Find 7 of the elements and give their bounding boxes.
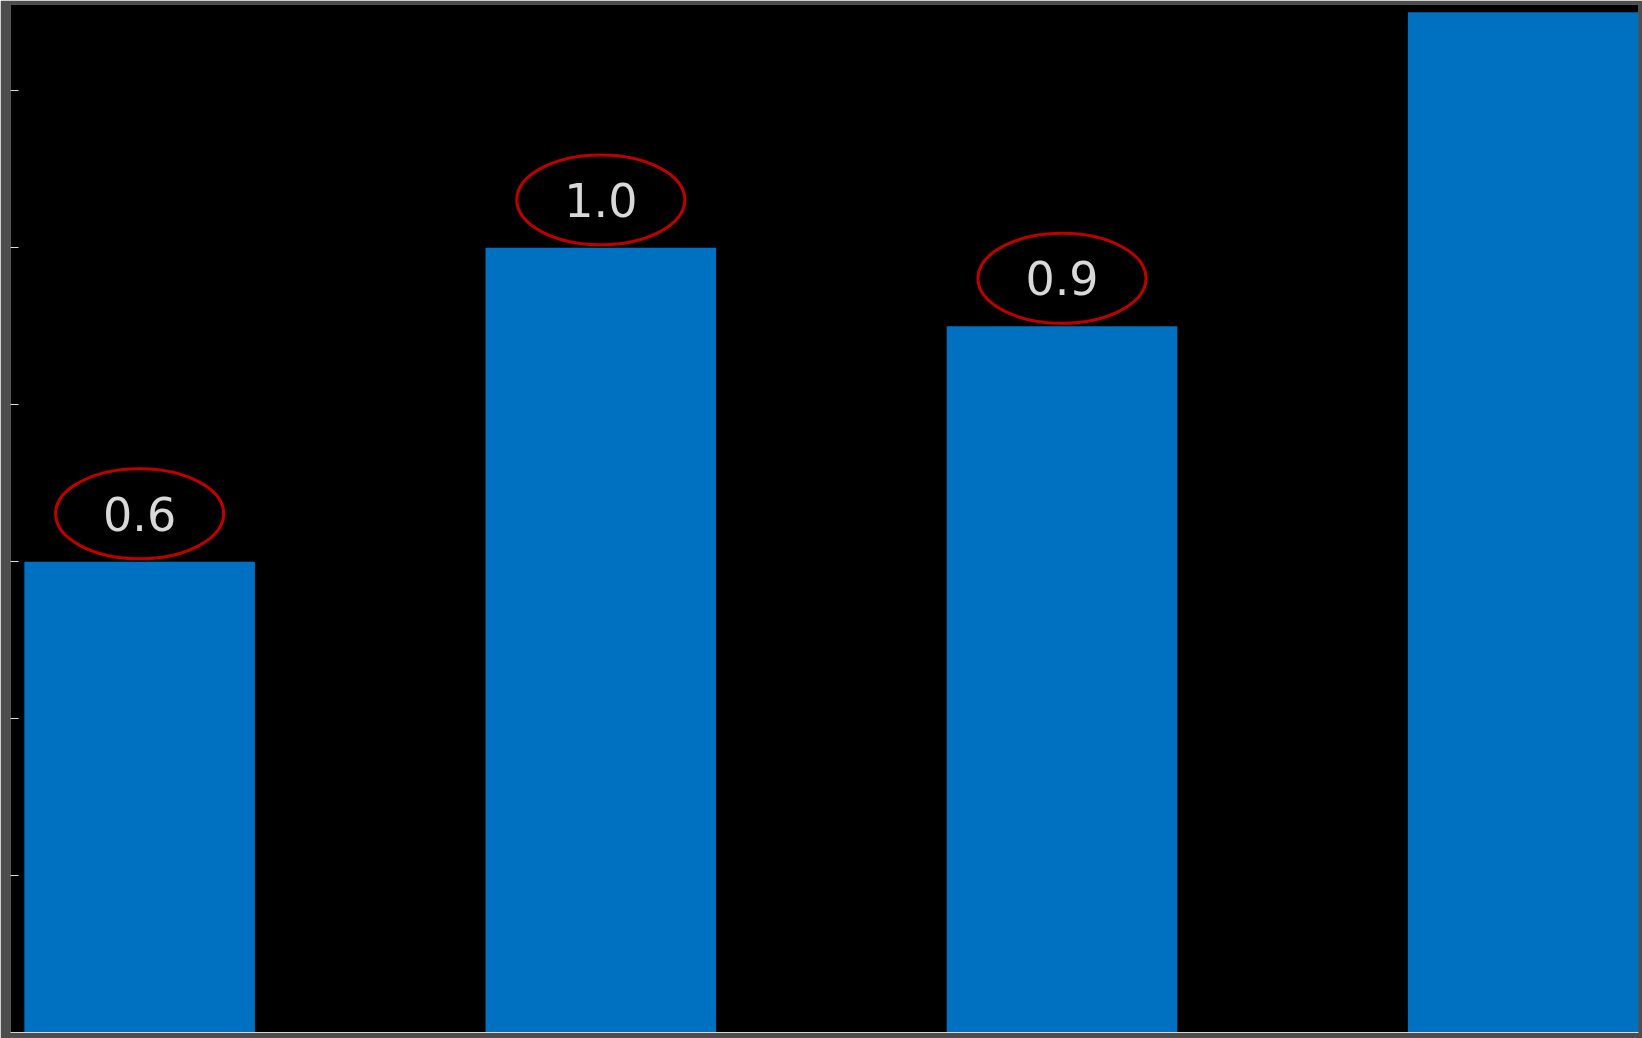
data-label: 0.6: [103, 487, 177, 542]
bar: [24, 561, 255, 1033]
bar: [1407, 12, 1639, 1033]
bar: [946, 326, 1178, 1033]
data-label: 1.0: [564, 173, 638, 228]
bar: [485, 247, 717, 1033]
data-label: 0.9: [1025, 252, 1099, 307]
